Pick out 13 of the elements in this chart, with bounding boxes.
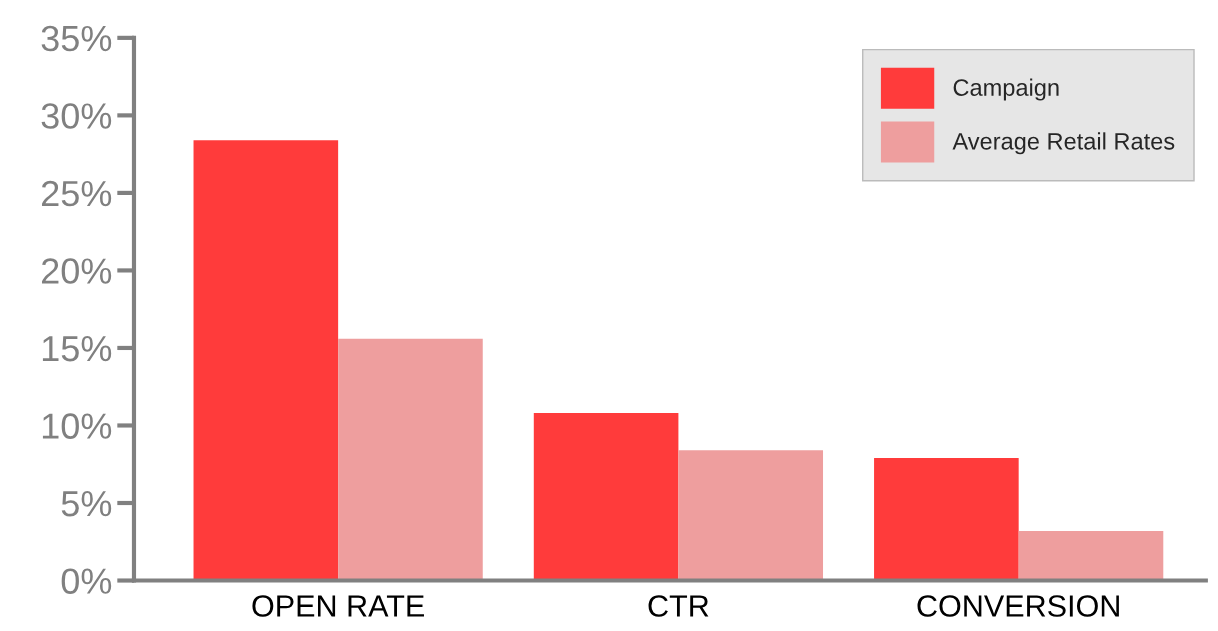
y-tick-label: 10% [42,413,112,439]
y-tick-label: 0% [61,568,112,594]
legend-label: Average Retail Rates [952,132,1175,155]
y-tick-label: 15% [42,335,112,362]
y-tick-label: 5% [61,491,112,517]
x-tick-label: CTR [648,595,709,617]
x-tick-label: CONVERSION [917,595,1119,617]
y-tick-label: 35% [41,25,112,52]
x-tick-label: OPEN RATE [252,595,424,617]
y-tick-label: 25% [42,180,112,207]
y-tick-label: 20% [42,258,112,284]
legend-label: Campaign [953,78,1059,101]
y-tick-label: 30% [41,103,112,129]
